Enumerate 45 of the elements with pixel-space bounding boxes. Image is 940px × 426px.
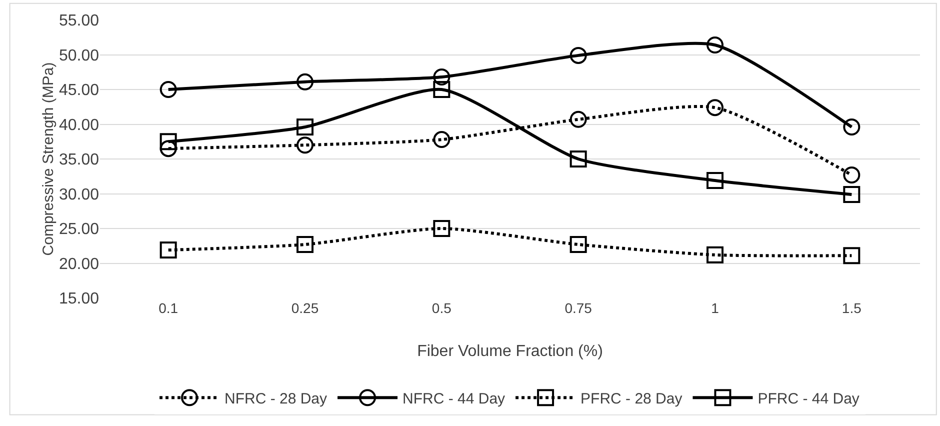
point — [706, 36, 724, 54]
y-tick-label: 40.00 — [58, 116, 100, 134]
y-tick-label: 25.00 — [58, 221, 100, 238]
point — [706, 99, 724, 116]
point — [570, 236, 587, 253]
x-axis-title: Fiber Volume Fraction (%) — [417, 343, 603, 360]
point — [296, 136, 314, 154]
point — [843, 247, 860, 264]
y-axis-title: Compressive Strength (MPa) — [40, 62, 57, 256]
point — [433, 81, 450, 98]
x-tick-label: 0.75 — [564, 300, 592, 316]
legend-label: NFRC - 44 Day — [402, 390, 506, 408]
legend-label: NFRC - 28 Day — [224, 390, 328, 408]
point — [160, 133, 177, 150]
y-tick-label: 45.00 — [58, 82, 100, 100]
x-tick-label: 1.5 — [842, 300, 862, 316]
point — [843, 166, 860, 184]
point — [843, 118, 860, 136]
point — [706, 172, 724, 190]
x-tick-label: 0.1 — [158, 300, 178, 316]
y-tick-label: 50.00 — [58, 47, 100, 64]
point — [433, 131, 450, 148]
legend-label: PFRC - 28 Day — [580, 390, 683, 408]
y-tick-label: 30.00 — [58, 186, 100, 204]
point — [570, 150, 587, 168]
x-tick-label: 0.5 — [432, 300, 452, 316]
point — [160, 81, 177, 98]
y-tick-label: 15.00 — [58, 290, 100, 308]
point — [570, 110, 587, 128]
x-tick-label: 0.25 — [291, 300, 319, 316]
x-tick-label: 1 — [711, 300, 720, 316]
point — [433, 220, 450, 237]
legend-label: PFRC - 44 Day — [758, 390, 860, 408]
y-tick-label: 20.00 — [58, 256, 100, 273]
y-tick-label: 35.00 — [58, 152, 100, 169]
point — [160, 140, 177, 158]
y-tick-label: 55.00 — [58, 12, 100, 30]
point — [296, 118, 314, 136]
point — [570, 46, 587, 64]
point — [433, 68, 450, 86]
point — [843, 186, 860, 203]
point — [160, 242, 177, 259]
point — [706, 246, 724, 264]
point — [296, 73, 314, 90]
point — [296, 236, 314, 253]
